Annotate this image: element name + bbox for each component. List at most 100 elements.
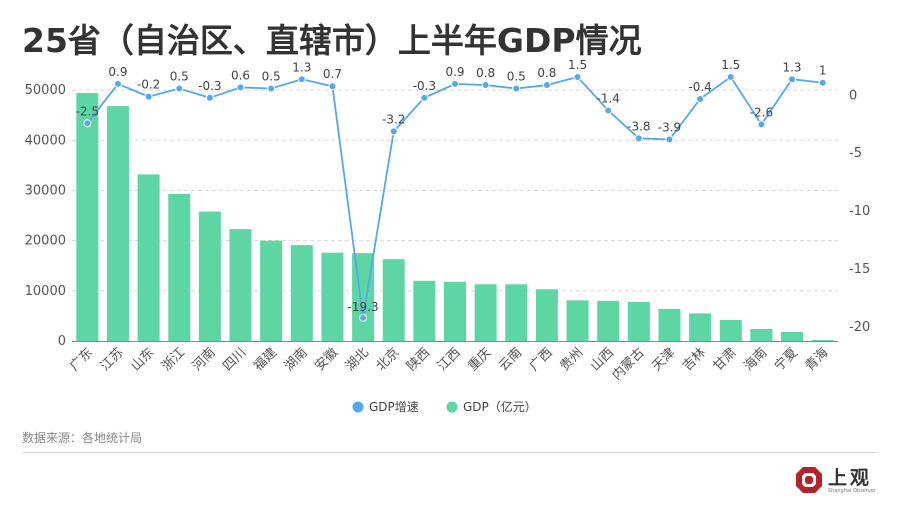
chart-title: 25省（自治区、直辖市）上半年GDP情况 [22,21,642,60]
gdp-growth-point [757,120,766,129]
bar-北京 [382,259,405,341]
x-axis-tick-label: 吉林 [680,345,709,374]
bar-河南 [198,211,221,341]
bar-内蒙古 [627,301,650,341]
x-axis-tick-label: 江苏 [97,345,127,375]
gdp-growth-point [328,82,337,91]
x-axis-tick-label: 湖北 [343,345,372,374]
bar-四川 [229,229,252,341]
logo-text: 上观 [828,467,873,489]
gdp-growth-point [604,106,613,115]
left-axis-tick-label: 10000 [25,284,66,299]
gdp-growth-data-label: 0.7 [323,67,342,81]
right-axis-tick-label: 0 [849,88,857,103]
x-axis-tick-label: 福建 [251,345,280,374]
left-axis-tick-label: 40000 [25,133,66,148]
bar-吉林 [689,313,712,341]
gdp-growth-point [818,78,827,87]
x-axis-tick-label: 内蒙古 [609,345,648,384]
logo: 上观 Shanghai Observer [794,462,880,500]
bar-甘肃 [719,319,742,341]
left-axis-tick-label: 30000 [25,183,66,198]
right-axis-tick-label: -10 [849,204,870,219]
bar-贵州 [566,300,589,341]
x-axis-tick-label: 湖南 [281,345,311,375]
x-axis-tick-label: 山东 [128,345,157,374]
bar-浙江 [168,193,191,341]
left-axis-tick-label: 50000 [25,83,66,98]
logo-subtext: Shanghai Observer [828,488,876,494]
gdp-growth-data-label: 1.3 [292,60,311,74]
gdp-growth-data-label: -3.8 [627,119,650,133]
gdp-growth-data-label: 1.3 [782,60,801,74]
gdp-growth-point [359,313,368,322]
gdp-growth-point [389,127,398,136]
gdp-growth-data-label: 1 [819,64,827,78]
bar-天津 [658,308,681,341]
data-source: 数据来源：各地统计局 [22,431,143,445]
x-axis-tick-label: 四川 [220,345,249,374]
gdp-growth-data-label: -0.3 [413,79,436,93]
x-axis-tick-label: 浙江 [159,345,188,374]
legend-marker-gdp [446,401,458,413]
gdp-growth-point [267,84,276,93]
gdp-growth-point [726,72,735,81]
gdp-growth-data-label: 0.5 [262,70,281,84]
gdp-growth-point [236,83,245,92]
bar-广东 [76,93,99,342]
x-axis-tick-label: 重庆 [465,345,495,375]
gdp-growth-point [788,75,797,84]
gdp-growth-data-label: -0.3 [198,79,221,93]
bar-福建 [260,240,283,341]
footer-divider [22,452,878,453]
gdp-growth-data-label: -0.2 [137,78,160,92]
bar-重庆 [474,284,497,341]
chart: 0 10000 20000 30000 40000 50000 0 -5 -10 -15 -20 广东… [25,58,871,414]
right-axis-tick-label: -20 [849,320,870,335]
gdp-growth-point [175,84,184,93]
right-axis-tick-label: -5 [849,146,862,161]
x-axis-tick-label: 广西 [527,345,556,374]
legend-label-growth: GDP增速 [369,400,419,414]
bar-山西 [597,300,620,341]
gdp-growth-data-label: 1.5 [568,58,587,72]
bar-山东 [137,174,160,341]
gdp-growth-point [113,79,122,88]
gdp-growth-data-label: 0.8 [476,66,495,80]
bar-青海 [811,339,834,341]
bar-江西 [444,281,466,341]
gdp-growth-point [665,135,674,144]
gdp-growth-point [573,72,582,81]
bar-海南 [750,328,773,341]
gdp-growth-data-label: 0.5 [507,70,526,84]
gdp-growth-data-label: 0.8 [537,66,556,80]
gdp-growth-point [634,134,643,143]
left-axis-tick-label: 20000 [25,234,66,249]
bar-湖南 [290,245,313,341]
gdp-growth-data-label: 1.5 [721,58,740,72]
gdp-growth-line [86,75,823,318]
x-axis-tick-label: 安徽 [312,345,341,374]
x-axis-tick-label: 海南 [741,345,771,375]
bar-陕西 [413,280,436,341]
gdp-growth-point [696,94,705,103]
bar-云南 [505,284,528,341]
x-axis-tick-label: 青海 [803,345,832,374]
bar-广西 [535,289,558,341]
legend-marker-growth [352,401,364,413]
bar-安徽 [321,252,344,341]
legend-label-gdp: GDP（亿元） [463,399,537,414]
gdp-growth-data-label: 0.9 [445,65,464,79]
x-axis-tick-label: 广东 [67,345,96,374]
gdp-growth-data-label: -1.4 [596,92,619,106]
x-axis-tick-label: 陕西 [404,345,433,374]
gdp-growth-point [297,75,306,84]
x-axis-tick-label: 宁夏 [771,345,801,375]
x-axis-tick-label: 贵州 [557,345,586,374]
x-axis-tick-label: 北京 [374,345,403,374]
gdp-growth-data-label: -19.3 [348,300,379,314]
gdp-growth-point [205,93,214,102]
gdp-growth-data-label: 0.6 [231,68,250,82]
x-axis-tick-label: 甘肃 [711,345,740,374]
gdp-growth-point [451,79,459,88]
